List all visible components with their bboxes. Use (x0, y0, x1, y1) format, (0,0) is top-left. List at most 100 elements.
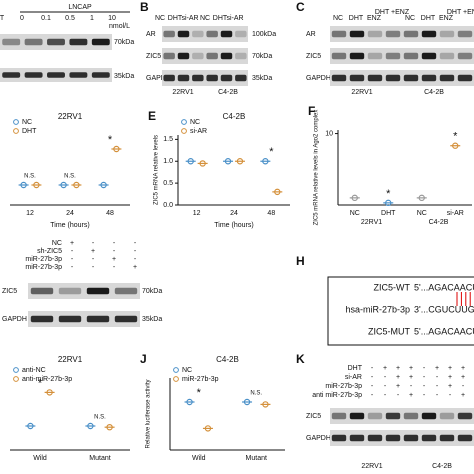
sign: + (435, 365, 439, 372)
data-point (351, 194, 358, 202)
blot-background (330, 408, 474, 424)
blot-band (58, 315, 82, 323)
sequence: 5'...AGACAACUGUGAAACUGUGAU (414, 282, 474, 292)
blot-background (28, 283, 140, 299)
blot-band (47, 72, 65, 78)
blot-band (367, 412, 383, 420)
data-point (243, 398, 251, 406)
data-point (236, 158, 244, 165)
row-label: GAPDH (306, 435, 331, 442)
legend-label: anti-miR-27b-3p (22, 376, 72, 383)
lane-label: DHT (168, 15, 183, 22)
sign: - (113, 248, 116, 255)
lane-label: DHT +ENZ (375, 9, 410, 16)
sign: - (371, 392, 374, 399)
sign: + (383, 365, 387, 372)
row-label: ZIC5 (306, 53, 321, 60)
blot-band (421, 412, 437, 420)
blot-background (330, 430, 474, 446)
significance-label: N.S. (94, 415, 106, 421)
blot-band (421, 74, 437, 82)
cell-line-label: 22RV1 (361, 463, 382, 470)
legend-label: si-AR (190, 128, 207, 135)
blot-band (177, 52, 190, 60)
y-tick-label: 1.5 (163, 136, 173, 143)
blot-band (220, 30, 233, 38)
x-tick-label: 48 (267, 210, 275, 217)
legend-marker (13, 119, 19, 125)
blot-band (331, 30, 347, 38)
blot-band (349, 30, 365, 38)
y-tick-label: 0.5 (163, 180, 173, 187)
row-label: ZIC5 (2, 288, 17, 295)
row-label: ZIC5 (306, 413, 321, 420)
blot-band (91, 72, 110, 78)
sign: + (461, 392, 465, 399)
sign: + (133, 264, 137, 271)
x-tick-label: Mutant (246, 455, 267, 462)
lane-label: DHT (421, 15, 436, 22)
x-tick-label: 12 (26, 210, 34, 217)
blot-band (367, 52, 383, 60)
blot-band (30, 315, 54, 323)
blot-band (47, 38, 65, 46)
blot-band (457, 434, 473, 442)
condition-label: anti miR-27b-3p (312, 392, 362, 399)
blot-band (385, 434, 401, 442)
x-axis-label: Time (hours) (214, 222, 253, 229)
sign: + (91, 248, 95, 255)
blot-band (439, 434, 455, 442)
condition-label: miR-27b-3p (25, 256, 62, 263)
lane-label: 1 (90, 15, 94, 22)
lane-label: NC (200, 15, 210, 22)
blot-band (331, 434, 347, 442)
legend-marker (13, 367, 19, 373)
blot-band (206, 74, 218, 82)
sign: - (384, 392, 387, 399)
data-point (73, 181, 80, 189)
lane-label: NC (405, 15, 415, 22)
kda-marker: 35kDa (252, 75, 272, 82)
blot-band (403, 434, 419, 442)
data-point (20, 181, 27, 189)
sign: - (71, 264, 74, 271)
legend-marker (181, 119, 187, 125)
sign: - (436, 374, 439, 381)
blot-band (349, 434, 365, 442)
group-label: 22RV1 (361, 219, 382, 226)
lane-label: 10 (108, 15, 116, 22)
panel-label: B (140, 0, 149, 14)
panel-label: J (140, 352, 147, 366)
lane-label: NC (333, 15, 343, 22)
blot-band (331, 52, 347, 60)
blot-band (385, 412, 401, 420)
legend-label: anti-NC (22, 367, 46, 374)
sign: - (423, 383, 426, 390)
blot-band (177, 74, 190, 82)
blot-band (163, 30, 175, 38)
blot-band (421, 434, 437, 442)
sign: - (71, 256, 74, 263)
significance-label: * (38, 377, 43, 389)
sign: - (423, 365, 426, 372)
condition-label: miR-27b-3p (25, 264, 62, 271)
panel-label: H (296, 254, 305, 268)
sign: + (396, 374, 400, 381)
blot-band (177, 30, 190, 38)
sign: - (462, 383, 465, 390)
legend-marker (13, 376, 19, 382)
x-tick-label: Wild (33, 455, 47, 462)
lane-label: DHT (213, 15, 228, 22)
sign: - (113, 264, 116, 271)
blot-background (28, 311, 140, 327)
blot-background (330, 48, 474, 64)
legend-label: NC (190, 119, 200, 126)
condition-label: si-AR (345, 374, 362, 381)
blot-background (162, 48, 248, 64)
blot-band (206, 30, 218, 38)
row-label: GAPDH (306, 75, 331, 82)
sign: - (371, 374, 374, 381)
condition-label: miR-27b-3p (325, 383, 362, 390)
blot-band (331, 412, 347, 420)
sign: - (423, 374, 426, 381)
